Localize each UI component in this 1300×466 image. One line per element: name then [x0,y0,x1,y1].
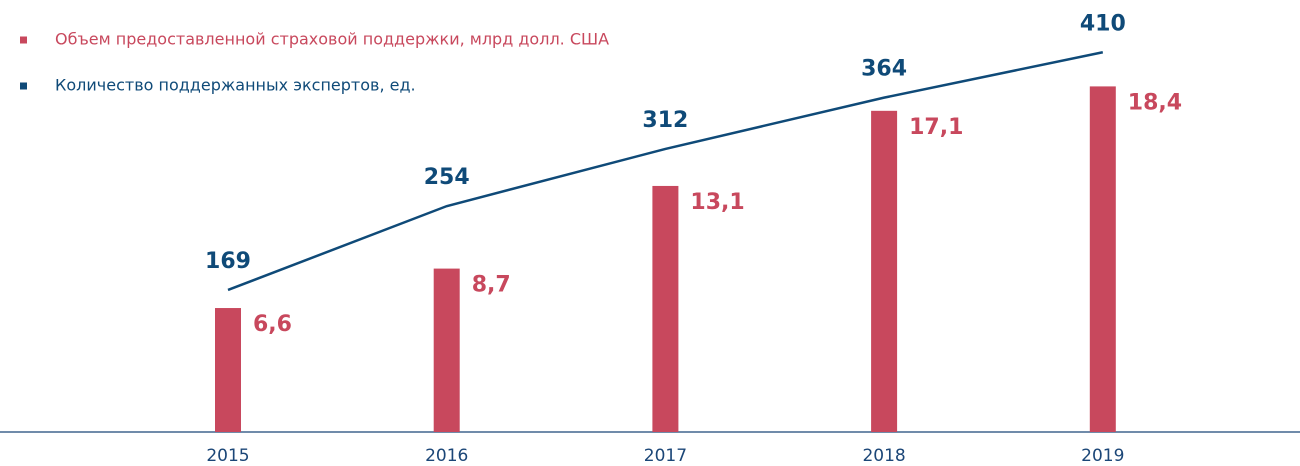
bar-value-label: 6,6 [253,312,292,337]
x-tick-label: 2016 [425,446,468,466]
legend-swatch [20,36,27,44]
bar [871,110,898,433]
x-tick-label: 2019 [1081,446,1124,466]
bar-value-label: 18,4 [1128,90,1182,115]
x-tick-label: 2015 [206,446,249,466]
bar [1089,86,1116,433]
x-tick-label: 2017 [644,446,687,466]
line [227,51,1104,292]
legend-label: Объем предоставленной страховой поддержк… [55,30,609,49]
x-tick-label: 2018 [862,446,905,466]
legend-label: Количество поддержанных экспертов, ед. [55,76,416,95]
bar [215,308,241,432]
legend-swatch [20,82,27,90]
line-value-label: 312 [642,108,688,133]
line-value-label: 254 [424,165,470,190]
bar-value-label: 8,7 [472,273,511,298]
line-value-label: 410 [1080,11,1126,36]
line-value-label: 364 [861,57,907,82]
bar-value-label: 13,1 [690,190,744,215]
line-value-label: 169 [205,249,251,274]
bar-value-label: 17,1 [909,115,963,140]
bar [652,185,679,432]
bar [433,268,460,432]
